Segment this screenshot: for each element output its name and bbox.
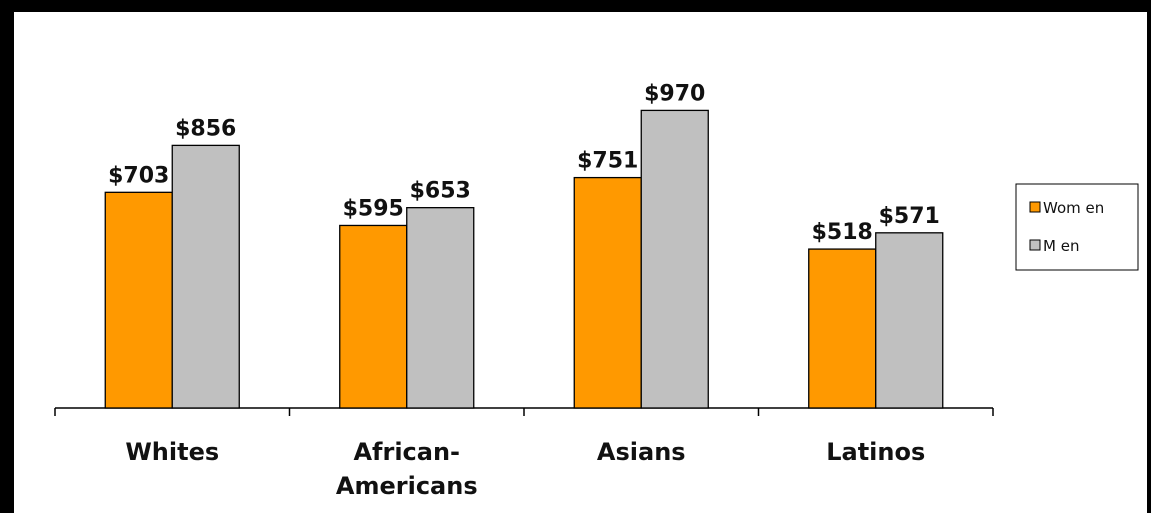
bar-women-african-americans bbox=[339, 224, 408, 409]
category-label: African- bbox=[353, 438, 460, 466]
data-label-women: $595 bbox=[343, 196, 404, 221]
bar-men-african-americans bbox=[406, 207, 475, 409]
legend-label-women: Wom en bbox=[1043, 199, 1104, 217]
legend-label-men: M en bbox=[1043, 237, 1079, 255]
data-label-men: $970 bbox=[644, 81, 705, 106]
category-label: Asians bbox=[597, 438, 686, 466]
bar-women-asians bbox=[573, 176, 642, 409]
category-label: Latinos bbox=[826, 438, 925, 466]
bar-men-latinos bbox=[875, 232, 944, 409]
data-label-women: $518 bbox=[812, 220, 873, 245]
bar-men-asians bbox=[640, 109, 709, 409]
legend-swatch-men bbox=[1029, 239, 1041, 251]
data-label-men: $571 bbox=[879, 204, 940, 229]
data-label-men: $653 bbox=[410, 179, 471, 204]
legend-swatch-women bbox=[1029, 201, 1041, 213]
data-label-women: $703 bbox=[108, 163, 169, 188]
bar-men-whites bbox=[171, 144, 240, 409]
data-label-men: $856 bbox=[175, 116, 236, 141]
bar-women-latinos bbox=[808, 248, 877, 409]
data-label-women: $751 bbox=[577, 149, 638, 174]
category-label: Whites bbox=[125, 438, 219, 466]
bar-women-whites bbox=[104, 191, 173, 409]
legend-box bbox=[1015, 183, 1139, 271]
category-label: Americans bbox=[336, 472, 478, 500]
